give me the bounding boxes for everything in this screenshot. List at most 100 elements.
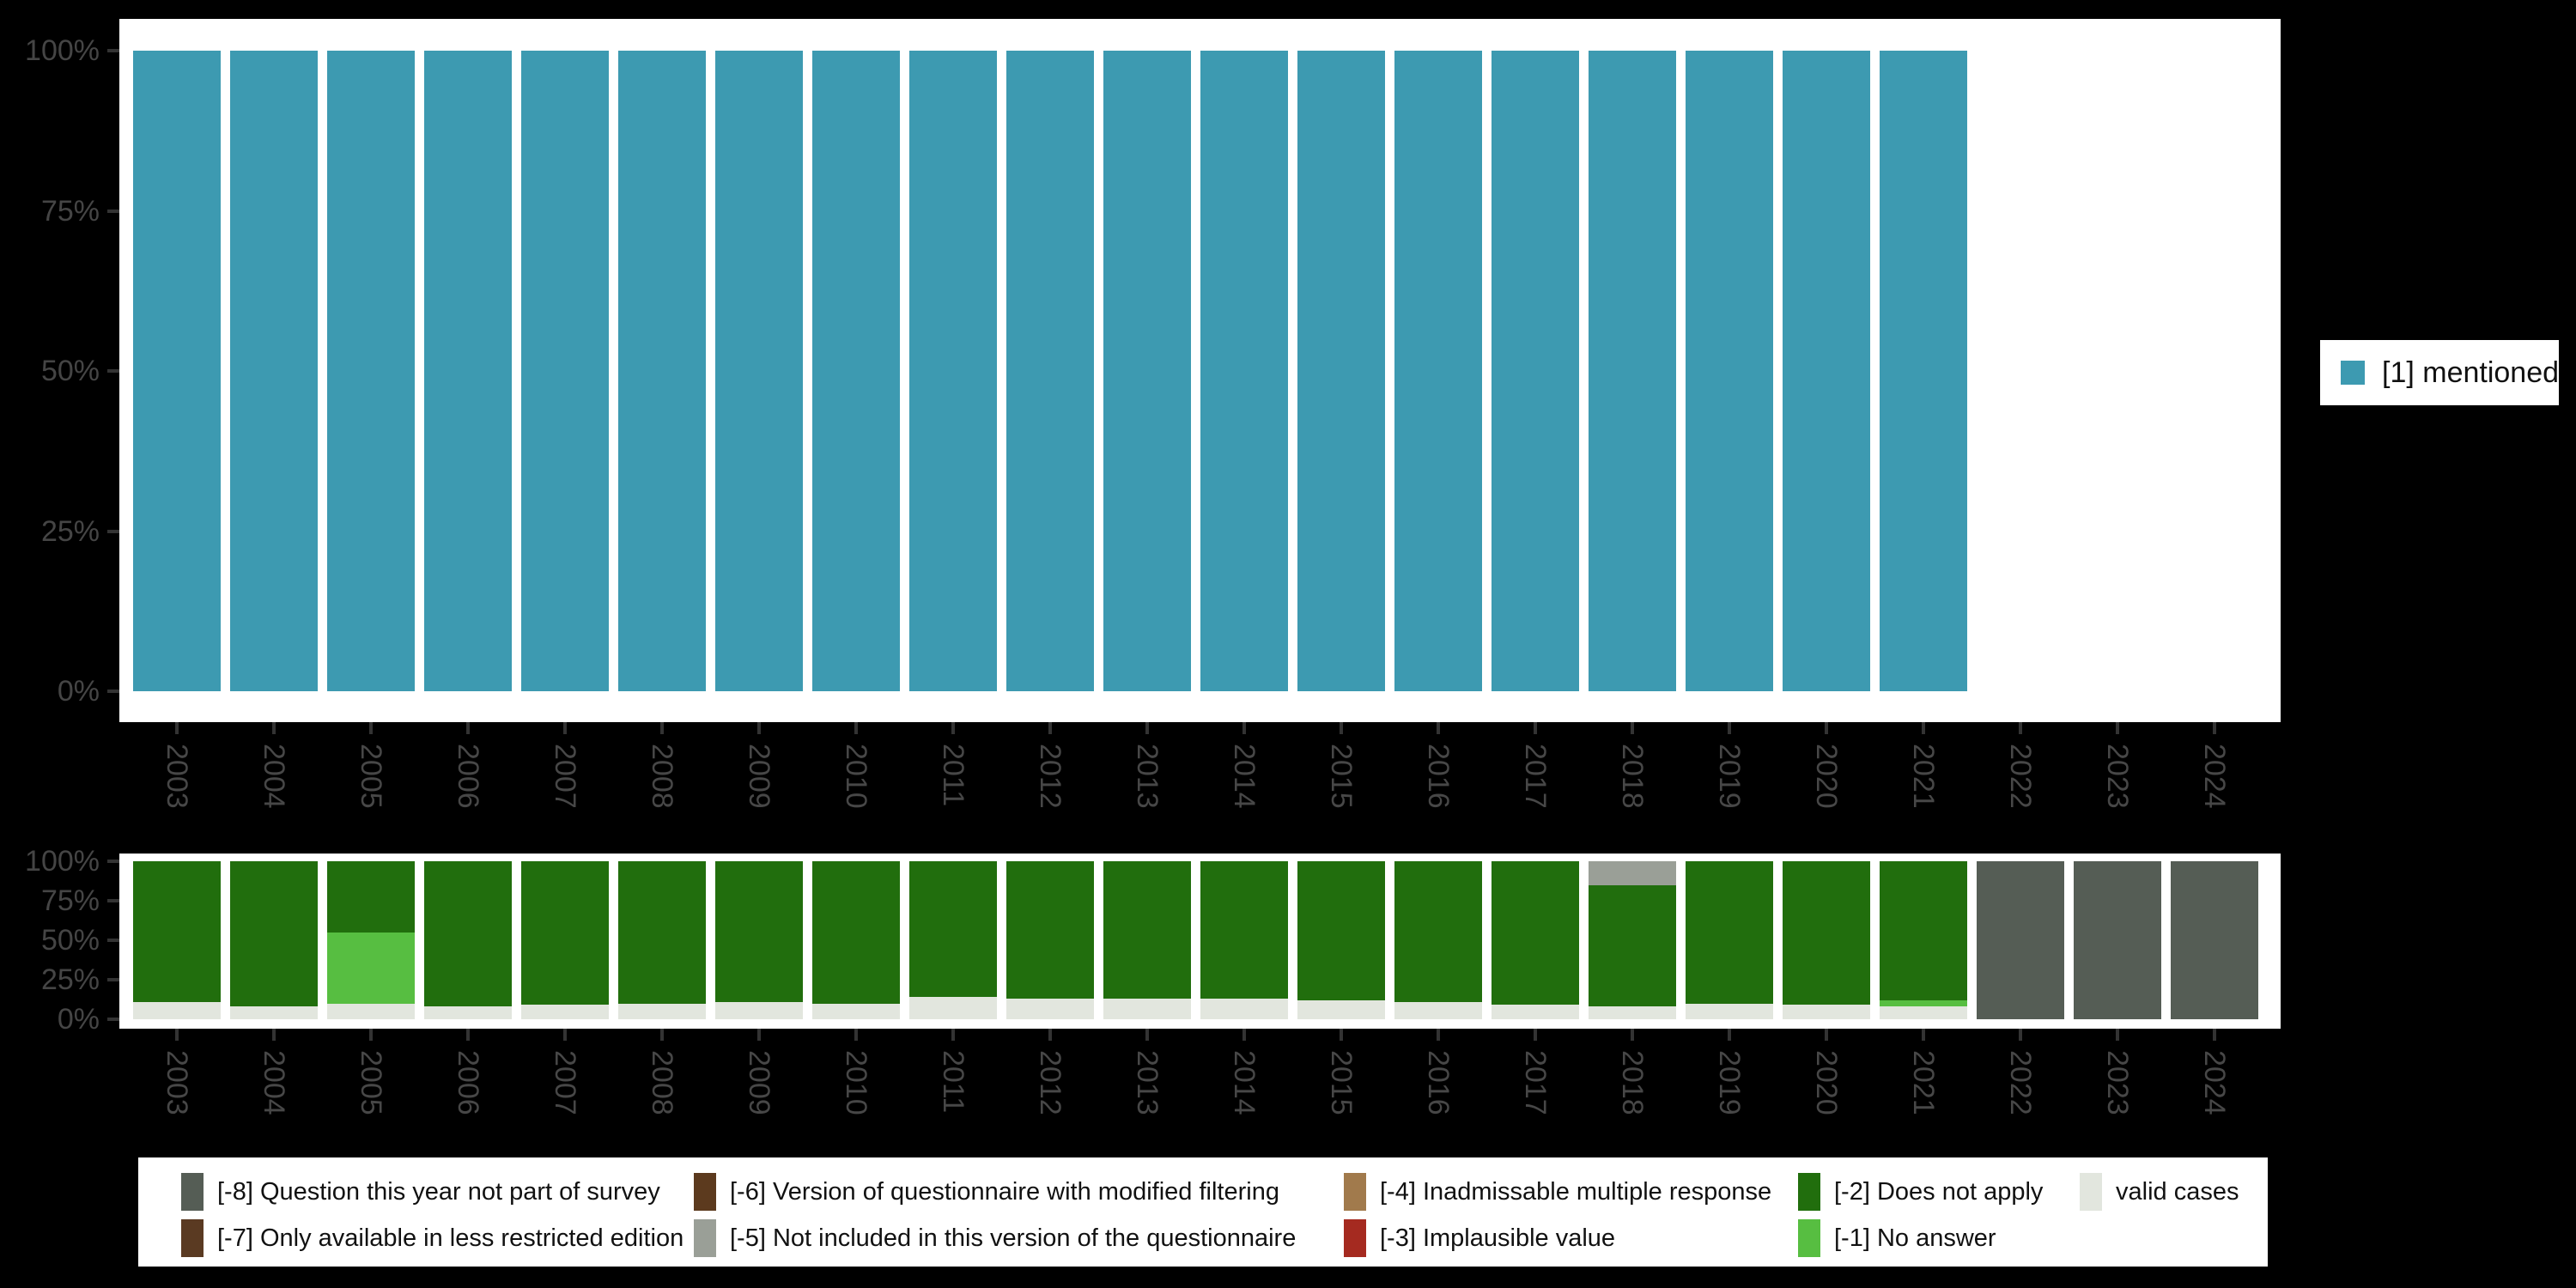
bottom-bar-2012 (1006, 861, 1094, 1019)
bottom-bar-2018 (1589, 861, 1676, 1019)
missing-values-legend: [-8] Question this year not part of surv… (138, 1157, 2268, 1267)
bottom-x-tick (272, 1029, 276, 1041)
legend-label-less_restricted: [-7] Only available in less restricted e… (217, 1224, 684, 1252)
legend-entry-no_answer: [-1] No answer (1798, 1219, 1996, 1257)
top-x-tick (1242, 722, 1246, 734)
top-bar-2016 (1394, 51, 1482, 691)
bottom-x-tick (1825, 1029, 1828, 1041)
not_part_of_survey-swatch-icon (181, 1173, 204, 1211)
segment-not_part_of_survey (2074, 861, 2161, 1019)
top-y-tick (107, 209, 119, 213)
bottom-x-tick-label-2007: 2007 (549, 1050, 581, 1115)
bottom-y-tick (107, 1018, 119, 1021)
top-bar-2004 (230, 51, 318, 691)
segment-does_not_apply (1200, 861, 1288, 999)
mentioned-legend-label: [1] mentioned (2382, 355, 2560, 389)
bottom-chart-panel (119, 854, 2281, 1029)
segment-valid_cases (133, 1001, 221, 1019)
bottom-y-tick (107, 939, 119, 942)
segment-valid_cases (424, 1006, 512, 1019)
segment-does_not_apply (424, 861, 512, 1007)
top-x-tick-label-2013: 2013 (1131, 744, 1163, 809)
bottom-bar-2015 (1297, 861, 1385, 1019)
segment-not_part_of_survey (1977, 861, 2064, 1019)
bottom-x-tick (466, 1029, 470, 1041)
inadmissable_multiple-swatch-icon (1344, 1173, 1366, 1211)
top-x-tick-label-2003: 2003 (161, 744, 193, 809)
segment-valid_cases (1783, 1005, 1870, 1019)
valid_cases-swatch-icon (2080, 1173, 2102, 1211)
top-x-tick-label-2006: 2006 (452, 744, 484, 809)
segment-valid_cases (327, 1003, 415, 1019)
segment-valid_cases (1880, 1006, 1967, 1019)
top-bar-2007 (521, 51, 609, 691)
legend-entry-does_not_apply: [-2] Does not apply (1798, 1173, 2043, 1211)
bottom-bar-2014 (1200, 861, 1288, 1019)
less_restricted-swatch-icon (181, 1219, 204, 1257)
bottom-bar-2006 (424, 861, 512, 1019)
bottom-x-tick (1534, 1029, 1537, 1041)
top-bar-2021 (1880, 51, 1967, 691)
top-x-tick (2213, 722, 2216, 734)
bottom-bar-2010 (812, 861, 900, 1019)
segment-does_not_apply (521, 861, 609, 1005)
top-y-tick-label: 25% (40, 514, 100, 548)
bottom-x-tick-label-2018: 2018 (1616, 1050, 1649, 1115)
bottom-y-tick-label: 0% (57, 1003, 100, 1036)
segment-valid_cases (1006, 999, 1094, 1019)
bottom-x-tick (2213, 1029, 2216, 1041)
segment-does_not_apply (1783, 861, 1870, 1005)
bottom-y-tick (107, 978, 119, 981)
bottom-x-tick-label-2009: 2009 (743, 1050, 775, 1115)
top-x-tick (175, 722, 179, 734)
top-bar-2005 (327, 51, 415, 691)
not_included_version-swatch-icon (694, 1219, 716, 1257)
bottom-bar-2016 (1394, 861, 1482, 1019)
bottom-x-tick-label-2016: 2016 (1422, 1050, 1455, 1115)
segment-valid_cases (230, 1006, 318, 1019)
bottom-x-tick (1922, 1029, 1925, 1041)
bottom-x-tick-label-2020: 2020 (1810, 1050, 1843, 1115)
top-bar-2017 (1492, 51, 1579, 691)
bottom-x-tick-label-2014: 2014 (1228, 1050, 1261, 1115)
bottom-bar-2017 (1492, 861, 1579, 1019)
bottom-x-tick-label-2019: 2019 (1713, 1050, 1746, 1115)
segment-no_answer (1880, 999, 1967, 1007)
top-bar-2006 (424, 51, 512, 691)
top-bar-2015 (1297, 51, 1385, 691)
legend-label-inadmissable_multiple: [-4] Inadmissable multiple response (1380, 1177, 1772, 1206)
legend-label-implausible: [-3] Implausible value (1380, 1224, 1616, 1252)
legend-label-not_part_of_survey: [-8] Question this year not part of surv… (217, 1177, 660, 1206)
top-x-tick-label-2014: 2014 (1228, 744, 1261, 809)
bottom-x-tick-label-2022: 2022 (2004, 1050, 2037, 1115)
bottom-x-tick (1728, 1029, 1731, 1041)
does_not_apply-swatch-icon (1798, 1173, 1820, 1211)
legend-label-no_answer: [-1] No answer (1834, 1224, 1996, 1252)
top-x-tick (563, 722, 567, 734)
top-x-tick-label-2011: 2011 (937, 744, 969, 807)
top-y-tick-label: 0% (57, 675, 100, 708)
top-x-tick-label-2007: 2007 (549, 744, 581, 809)
bottom-x-tick-label-2011: 2011 (937, 1050, 969, 1114)
segment-valid_cases (1103, 999, 1191, 1019)
segment-valid_cases (1200, 999, 1288, 1019)
bottom-x-tick-label-2008: 2008 (646, 1050, 678, 1115)
top-x-tick-label-2021: 2021 (1907, 744, 1940, 809)
legend-entry-modified_filtering: [-6] Version of questionnaire with modif… (694, 1173, 1279, 1211)
top-bar-2008 (618, 51, 706, 691)
legend-entry-not_included_version: [-5] Not included in this version of the… (694, 1219, 1296, 1257)
bottom-bar-2022 (1977, 861, 2064, 1019)
top-x-tick (1437, 722, 1440, 734)
legend-entry-inadmissable_multiple: [-4] Inadmissable multiple response (1344, 1173, 1771, 1211)
bottom-y-tick-label: 100% (25, 845, 100, 878)
segment-valid_cases (1394, 1001, 1482, 1019)
top-x-tick-label-2018: 2018 (1616, 744, 1649, 809)
top-bar-2011 (909, 51, 997, 691)
top-x-tick (1340, 722, 1343, 734)
no_answer-swatch-icon (1798, 1219, 1820, 1257)
bottom-bar-2004 (230, 861, 318, 1019)
bottom-x-tick (2116, 1029, 2119, 1041)
bottom-bar-2024 (2171, 861, 2258, 1019)
mentioned-legend: [1] mentioned (2320, 340, 2559, 405)
